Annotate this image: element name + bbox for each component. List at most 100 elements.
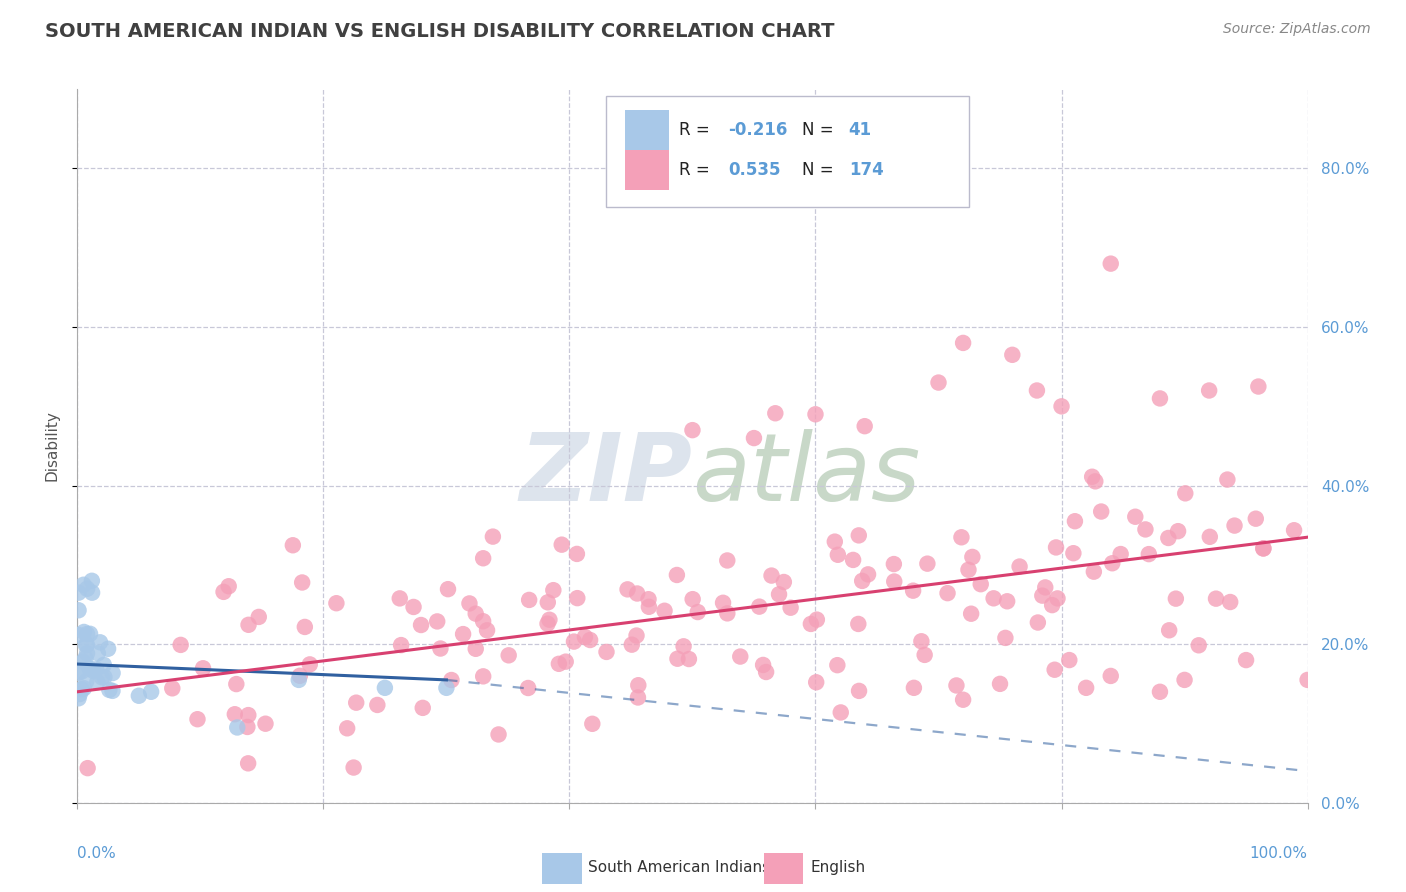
- Point: [76, 638, 98, 652]
- Point: [1099, 257, 1122, 271]
- Text: ZIP: ZIP: [520, 428, 693, 521]
- Point: [212, 585, 235, 599]
- Point: [437, 582, 460, 596]
- Point: [952, 335, 974, 350]
- Point: [1081, 469, 1104, 483]
- Point: [87, 646, 110, 660]
- Point: [848, 528, 870, 542]
- Point: [1244, 512, 1267, 526]
- Point: [682, 423, 704, 437]
- Point: [543, 583, 565, 598]
- Point: [581, 716, 603, 731]
- Point: [191, 661, 214, 675]
- Point: [291, 575, 314, 590]
- Point: [91, 670, 114, 684]
- Point: [800, 616, 823, 631]
- Point: [914, 648, 936, 662]
- Point: [93, 657, 115, 672]
- Point: [711, 596, 734, 610]
- Point: [1064, 514, 1087, 528]
- FancyBboxPatch shape: [763, 853, 803, 884]
- Text: South American Indians: South American Indians: [588, 860, 770, 874]
- Text: 41: 41: [849, 121, 872, 139]
- Point: [412, 701, 434, 715]
- Point: [1247, 379, 1270, 393]
- Point: [1157, 531, 1180, 545]
- Point: [238, 708, 260, 723]
- Point: [995, 594, 1018, 608]
- Point: [678, 652, 700, 666]
- Point: [804, 407, 827, 421]
- Point: [637, 592, 659, 607]
- Point: [488, 727, 510, 741]
- Point: [1137, 547, 1160, 561]
- FancyBboxPatch shape: [606, 96, 969, 207]
- Point: [538, 613, 561, 627]
- Point: [1076, 681, 1098, 695]
- Point: [451, 627, 474, 641]
- Point: [86, 675, 108, 690]
- Point: [344, 696, 367, 710]
- Point: [336, 721, 359, 735]
- Point: [1123, 509, 1146, 524]
- Point: [806, 675, 828, 690]
- Point: [742, 431, 765, 445]
- Point: [1109, 547, 1132, 561]
- Point: [1001, 348, 1024, 362]
- Text: atlas: atlas: [693, 429, 921, 520]
- Point: [842, 553, 865, 567]
- Point: [75, 674, 97, 689]
- Point: [101, 666, 124, 681]
- Point: [917, 557, 939, 571]
- Point: [458, 596, 481, 610]
- Text: N =: N =: [801, 161, 839, 178]
- Point: [950, 530, 973, 544]
- Point: [73, 681, 96, 696]
- Point: [846, 616, 869, 631]
- Point: [79, 661, 101, 675]
- Point: [82, 664, 104, 678]
- Point: [806, 613, 828, 627]
- Point: [755, 665, 778, 679]
- Point: [627, 678, 650, 692]
- Point: [247, 610, 270, 624]
- Point: [79, 627, 101, 641]
- Point: [962, 549, 984, 564]
- Point: [1174, 486, 1197, 500]
- Point: [936, 586, 959, 600]
- Point: [464, 607, 486, 621]
- Point: [76, 646, 98, 660]
- Point: [910, 634, 932, 648]
- Point: [856, 567, 879, 582]
- Point: [1234, 653, 1257, 667]
- Point: [957, 563, 980, 577]
- Point: [236, 720, 259, 734]
- Point: [1026, 615, 1049, 630]
- Point: [716, 553, 738, 567]
- Point: [498, 648, 520, 663]
- Point: [1043, 663, 1066, 677]
- Point: [1033, 581, 1056, 595]
- Point: [748, 599, 770, 614]
- Point: [67, 691, 90, 706]
- Point: [562, 634, 585, 648]
- Point: [224, 707, 246, 722]
- Point: [536, 616, 558, 631]
- Point: [366, 698, 388, 712]
- Point: [1205, 591, 1227, 606]
- Point: [82, 585, 104, 599]
- Point: [1296, 673, 1319, 687]
- Point: [76, 761, 98, 775]
- Point: [288, 669, 311, 683]
- Point: [627, 690, 650, 705]
- Point: [779, 600, 801, 615]
- Point: [374, 681, 396, 695]
- Point: [1198, 530, 1220, 544]
- Point: [475, 624, 498, 638]
- Point: [472, 614, 495, 628]
- Point: [848, 684, 870, 698]
- Y-axis label: Disability: Disability: [44, 410, 59, 482]
- Point: [128, 689, 150, 703]
- Point: [67, 665, 90, 680]
- Point: [772, 574, 794, 589]
